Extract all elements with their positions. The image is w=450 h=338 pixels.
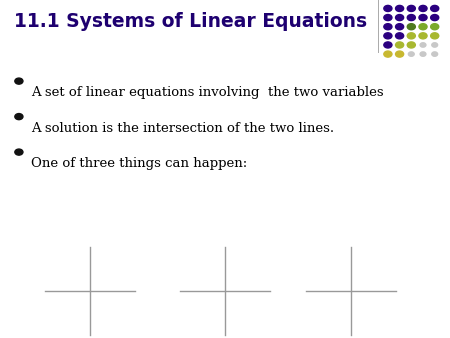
Circle shape	[431, 24, 439, 30]
Circle shape	[396, 5, 404, 11]
Circle shape	[407, 33, 415, 39]
Circle shape	[384, 24, 392, 30]
Circle shape	[15, 78, 23, 84]
Circle shape	[384, 15, 392, 21]
Text: One of three things can happen:: One of three things can happen:	[31, 157, 247, 170]
Circle shape	[420, 43, 426, 47]
Circle shape	[419, 33, 427, 39]
Circle shape	[407, 15, 415, 21]
Circle shape	[409, 52, 414, 56]
Circle shape	[396, 33, 404, 39]
Circle shape	[407, 24, 415, 30]
Text: A solution is the intersection of the two lines.: A solution is the intersection of the tw…	[31, 122, 334, 135]
Circle shape	[396, 42, 404, 48]
Circle shape	[396, 24, 404, 30]
Circle shape	[419, 24, 427, 30]
Circle shape	[431, 15, 439, 21]
Circle shape	[384, 42, 392, 48]
Text: 11.1 Systems of Linear Equations: 11.1 Systems of Linear Equations	[14, 12, 367, 31]
Circle shape	[396, 15, 404, 21]
Circle shape	[384, 5, 392, 11]
Circle shape	[15, 149, 23, 155]
Circle shape	[431, 5, 439, 11]
Circle shape	[431, 33, 439, 39]
Circle shape	[396, 51, 404, 57]
Circle shape	[419, 5, 427, 11]
Circle shape	[432, 52, 437, 56]
Circle shape	[407, 42, 415, 48]
Circle shape	[384, 33, 392, 39]
Circle shape	[407, 5, 415, 11]
Circle shape	[15, 114, 23, 120]
Circle shape	[432, 43, 437, 47]
Text: A set of linear equations involving  the two variables: A set of linear equations involving the …	[31, 86, 383, 99]
Circle shape	[419, 15, 427, 21]
Circle shape	[384, 51, 392, 57]
Circle shape	[420, 52, 426, 56]
